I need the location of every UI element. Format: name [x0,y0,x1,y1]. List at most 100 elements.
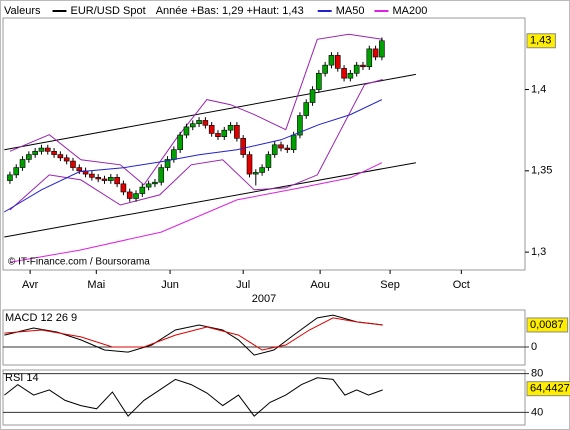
candle-body [278,144,284,149]
candle-body [240,138,246,155]
overlay-line [4,73,416,151]
candle-body [171,149,177,160]
overlay-line [4,162,416,238]
legend-label: MA50 [336,5,365,17]
indicator-line [4,317,383,351]
candle-body [208,125,215,134]
candle-body [44,147,51,152]
candle-body [303,102,310,116]
panel-title: RSI 14 [5,372,39,384]
candle-body [108,177,114,181]
x-tick-label: Oct [453,279,470,291]
header-label: Valeurs [4,5,41,17]
candle-body [227,125,234,131]
candle-body [341,68,347,79]
candle-body [316,72,322,90]
candle-body [139,186,146,194]
candle-body [114,177,120,185]
indicator-line [4,314,383,356]
candle-body [259,167,265,173]
x-axis-label: 2007 [252,293,276,305]
candle-body [19,159,26,168]
candle-body [347,72,354,79]
candle-body [32,151,38,155]
source-note: © IT-Finance.com / Boursorama [8,257,150,268]
candle-body [183,126,190,136]
candle-body [76,167,83,172]
candle-body [284,147,291,150]
last-value-box [526,381,570,397]
candle-body [265,154,272,168]
candle-body [126,191,133,199]
candle-body [221,129,228,137]
candle-body [246,154,253,175]
legend-label: EUR/USD Spot [70,5,145,17]
candle-body [13,167,20,176]
main-plot-frame [2,17,526,271]
macd-plot-frame [2,309,526,366]
candle-body [95,177,101,180]
moving-average [4,99,383,213]
legend-label: MA200 [392,5,427,17]
panel-title: MACD 12 26 9 [5,312,77,324]
candle-body [215,133,221,137]
candle-body [63,157,70,162]
last-value-label: 0,0087 [530,319,564,331]
x-tick-label: Avr [22,279,39,291]
x-tick-label: Sep [380,279,400,291]
last-value-box [526,317,569,333]
candle-body [145,183,152,188]
candle-body [7,174,13,181]
y-tick-label: 40 [531,406,543,418]
candle-body [158,167,165,183]
candle-body [70,160,76,168]
candle-body [133,193,139,199]
candle-body [38,147,45,152]
y-tick-label: 1,35 [531,165,552,177]
candle-body [379,40,385,58]
subtitle: Année +Bas: 1,29 +Haut: 1,43 [156,5,304,17]
candle-body [89,173,95,178]
candle-body [57,154,64,159]
last-value-label: 1,43 [530,35,551,47]
candle-body [366,48,373,68]
x-tick-label: Jun [161,279,179,291]
candle-body [290,134,297,150]
candle-body [189,123,196,128]
candle-body [234,125,240,139]
x-tick-label: Jul [236,279,250,291]
candle-body [328,55,335,66]
y-tick-label: 1,4 [531,83,546,95]
candle-body [26,154,32,160]
last-value-box [526,33,556,49]
x-tick-label: Mai [87,279,105,291]
candle-body [177,134,183,150]
rsi-plot-frame [2,369,526,426]
candle-body [297,115,303,136]
overlay-line [9,33,383,186]
x-tick-label: Aou [310,279,330,291]
candle-body [196,120,202,124]
moving-average [9,162,383,263]
y-tick-label: 1,3 [531,246,546,258]
candle-body [360,64,366,68]
candle-body [51,151,57,155]
candle-body [152,181,158,185]
candle-body [334,55,341,69]
candle-body [372,48,379,58]
overlay-line [9,79,383,211]
candle-body [101,178,108,181]
candle-body [309,89,316,103]
candle-body [202,120,209,126]
last-value-label: 64,4427 [530,383,570,395]
candle-body [120,183,127,193]
candle-body [164,159,171,168]
candle-body [353,64,360,74]
indicator-line [4,377,383,417]
candle-body [271,144,278,155]
y-tick-label: 80 [531,367,543,379]
candle-body [322,64,328,74]
y-tick-label: 0 [531,341,537,353]
